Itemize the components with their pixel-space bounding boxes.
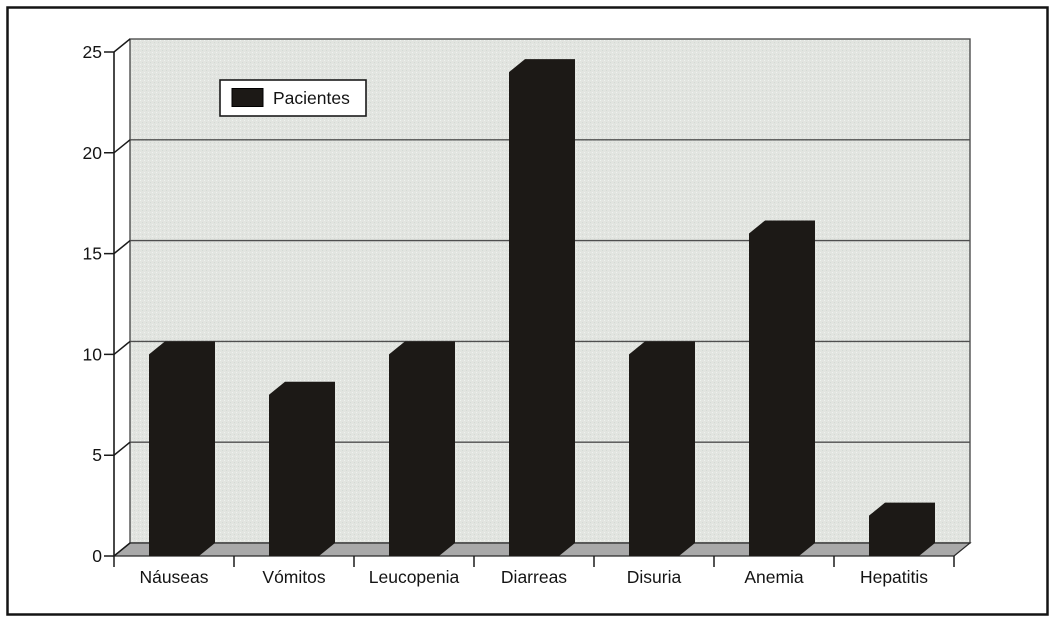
bar-leucopenia <box>389 341 455 556</box>
category-label-leucopenia: Leucopenia <box>369 567 460 587</box>
y-tick-label-15: 15 <box>83 244 102 264</box>
bar-hepatitis <box>869 502 935 556</box>
bar-disuria <box>629 341 695 556</box>
y-tick-15 <box>104 240 131 255</box>
y-tick-25 <box>104 38 131 53</box>
legend-label: Pacientes <box>273 88 350 108</box>
x-axis: Náuseas Vómitos Leucopenia Diarreas Disuria A… <box>113 556 955 587</box>
category-label-hepatitis: Hepatitis <box>860 567 928 587</box>
category-label-nauseas: Náuseas <box>139 567 208 587</box>
category-label-diarreas: Diarreas <box>501 567 567 587</box>
category-label-anemia: Anemia <box>744 567 804 587</box>
bar-anemia <box>749 220 815 556</box>
bar-nauseas <box>149 341 215 556</box>
legend: Pacientes <box>219 79 367 117</box>
y-tick-label-5: 5 <box>92 445 102 465</box>
y-tick-label-25: 25 <box>83 42 102 62</box>
y-tick-5 <box>104 441 131 456</box>
y-axis: 0 5 10 15 20 25 <box>83 38 131 566</box>
y-tick-label-10: 10 <box>83 344 103 364</box>
y-tick-10 <box>104 340 131 356</box>
y-tick-label-20: 20 <box>83 143 103 163</box>
y-tick-label-0: 0 <box>92 546 102 566</box>
legend-swatch <box>231 88 264 107</box>
bar-vomitos <box>269 381 335 556</box>
y-tick-20 <box>104 139 131 154</box>
bars <box>149 59 935 556</box>
bar-diarreas <box>509 59 575 556</box>
category-label-disuria: Disuria <box>627 567 682 587</box>
category-label-vomitos: Vómitos <box>262 567 325 587</box>
